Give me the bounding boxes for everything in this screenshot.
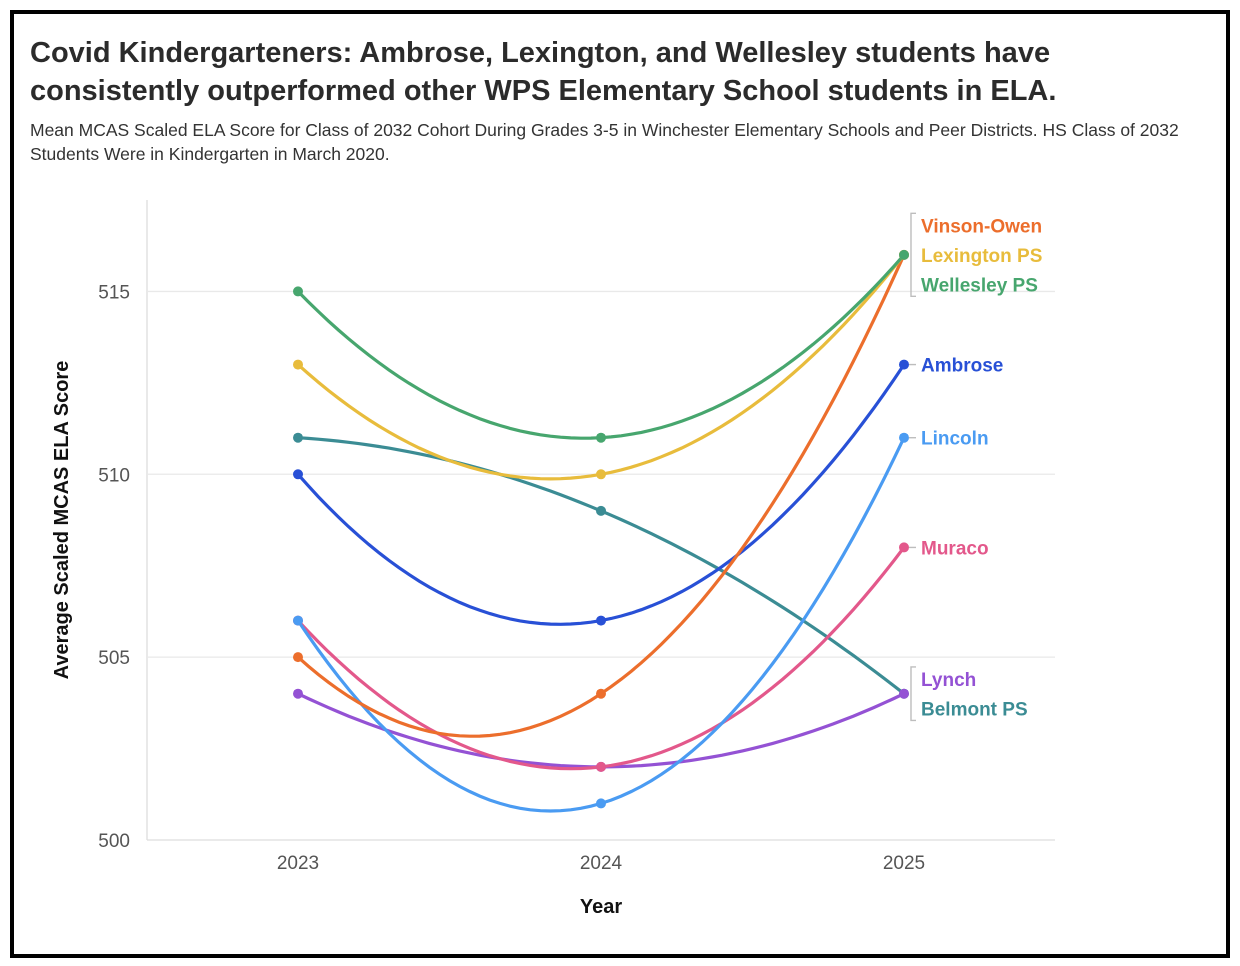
chart-subtitle: Mean MCAS Scaled ELA Score for Class of … <box>30 120 1179 164</box>
data-point-belmont-ps-2023 <box>293 432 303 443</box>
y-axis-title: Average Scaled MCAS ELA Score <box>51 361 73 680</box>
series-lines <box>296 253 906 813</box>
y-axis-ticks: 500 505 510 515 <box>98 282 130 852</box>
data-point-lincoln-2025 <box>899 432 909 443</box>
y-tick-label-510: 510 <box>98 465 130 486</box>
y-tick-label-500: 500 <box>98 831 130 852</box>
x-tick-label-2024: 2024 <box>580 853 623 874</box>
data-point-lynch-2023 <box>293 688 303 699</box>
data-point-wellesley-ps-2023 <box>293 286 303 297</box>
data-point-lexington-ps-2024 <box>596 469 606 480</box>
data-point-wellesley-ps-2024 <box>596 432 606 443</box>
x-axis-title: Year <box>580 896 622 918</box>
data-point-lincoln-2023 <box>293 615 303 626</box>
x-tick-label-2025: 2025 <box>883 853 925 874</box>
label-brackets <box>909 212 916 722</box>
data-point-lynch-2025 <box>899 688 909 699</box>
data-point-vinson-owen-2023 <box>293 652 303 663</box>
data-point-vinson-owen-2024 <box>596 688 606 699</box>
data-point-ambrose-2024 <box>596 615 606 626</box>
data-points <box>293 249 909 809</box>
series-line-muraco <box>296 545 906 771</box>
data-point-muraco-2024 <box>596 761 606 772</box>
data-point-muraco-2025 <box>899 542 909 553</box>
series-line-vinson-owen <box>296 253 906 738</box>
series-line-wellesley-ps <box>296 253 906 440</box>
x-axis-ticks: 2023 2024 2025 <box>277 853 925 874</box>
data-point-ambrose-2025 <box>899 359 909 370</box>
series-label-lincoln: Lincoln <box>921 429 989 450</box>
data-point-belmont-ps-2024 <box>596 505 606 516</box>
label-bracket-516 <box>910 212 916 298</box>
series-label-lynch: Lynch <box>921 670 976 691</box>
series-label-vinson-owen: Vinson-Owen <box>921 216 1042 237</box>
series-label-ambrose: Ambrose <box>921 356 1003 377</box>
series-line-lexington-ps <box>296 253 906 481</box>
label-bracket-504 <box>910 666 916 722</box>
series-line-ambrose <box>296 363 906 626</box>
data-point-lincoln-2024 <box>596 798 606 809</box>
series-label-lexington-ps: Lexington PS <box>921 246 1042 267</box>
y-tick-label-505: 505 <box>98 648 130 669</box>
data-point-ambrose-2023 <box>293 469 303 480</box>
series-labels: Lynch Belmont PS Muraco Lincoln Ambrose Vinso… <box>921 216 1042 720</box>
series-label-muraco: Muraco <box>921 538 989 559</box>
data-point-wellesley-ps-2025 <box>899 249 909 260</box>
chart-frame <box>10 10 1230 958</box>
x-tick-label-2023: 2023 <box>277 853 319 874</box>
y-tick-label-515: 515 <box>98 282 130 303</box>
data-point-lexington-ps-2023 <box>293 359 303 370</box>
series-label-belmont-ps: Belmont PS <box>921 699 1028 720</box>
chart-title: Covid Kindergarteners: Ambrose, Lexingto… <box>30 37 1057 107</box>
series-label-wellesley-ps: Wellesley PS <box>921 275 1038 296</box>
